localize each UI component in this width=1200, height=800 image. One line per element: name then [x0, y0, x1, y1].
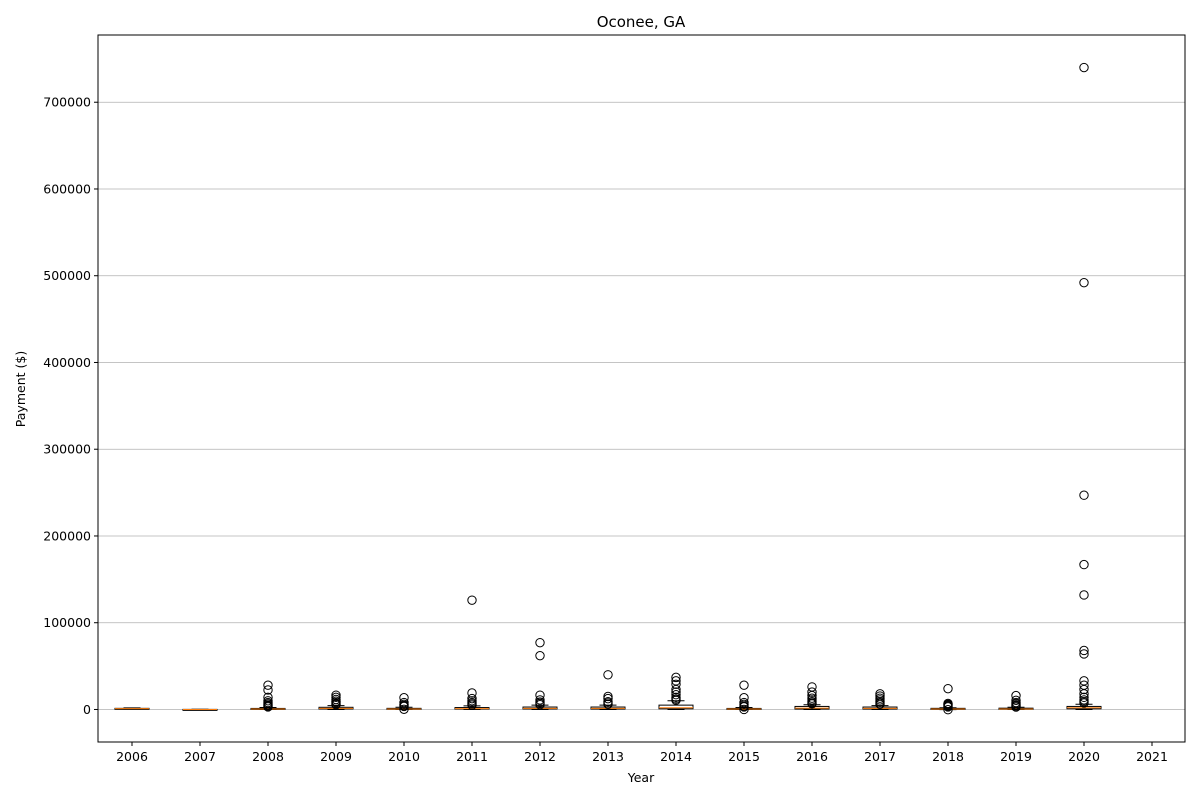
- flier-point: [739, 704, 749, 715]
- flier-point: [1011, 702, 1021, 712]
- flier-point: [331, 692, 341, 703]
- x-tick-label: 2019: [1000, 749, 1032, 764]
- flier-point: [739, 702, 749, 712]
- chart-title: Oconee, GA: [597, 13, 686, 31]
- y-tick-label: 500000: [43, 268, 91, 283]
- flier-point: [1079, 645, 1089, 656]
- y-tick-label: 400000: [43, 355, 91, 370]
- box-2013: [590, 670, 626, 710]
- flier-point: [399, 704, 409, 714]
- flier-point: [535, 650, 545, 661]
- box-iqr: [658, 704, 694, 710]
- y-tick-label: 0: [83, 702, 91, 717]
- x-tick-label: 2014: [660, 749, 692, 764]
- flier-point: [1079, 698, 1089, 708]
- x-tick-label: 2016: [796, 749, 828, 764]
- flier-point: [875, 689, 885, 699]
- box-2009: [318, 690, 354, 710]
- flier-point: [535, 637, 545, 648]
- x-axis-ticks: 2006 2007 2008 2009 2010 2011 2012 2013 2014 2015…: [116, 742, 1168, 764]
- flier-point: [671, 679, 681, 690]
- flier-point: [671, 690, 681, 700]
- box-2011: [454, 595, 490, 710]
- flier-point: [807, 699, 817, 709]
- flier-point: [603, 691, 613, 702]
- box-2007: [182, 708, 218, 711]
- y-grid: [98, 101, 1185, 710]
- flier-point: [1079, 490, 1089, 500]
- box-2017: [862, 689, 898, 710]
- flier-point: [603, 670, 613, 680]
- box-2012: [522, 637, 558, 710]
- x-tick-label: 2007: [184, 749, 216, 764]
- x-tick-label: 2017: [864, 749, 896, 764]
- box-2019: [998, 690, 1034, 712]
- box-2018: [930, 683, 966, 715]
- flier-point: [399, 701, 409, 712]
- flier-point: [1079, 277, 1089, 288]
- flier-point: [943, 705, 953, 715]
- flier-point: [1079, 649, 1089, 659]
- flier-point: [535, 699, 545, 710]
- flier-point: [603, 693, 613, 704]
- flier-point: [1079, 684, 1089, 695]
- flier-point: [875, 699, 885, 709]
- flier-point: [671, 695, 681, 706]
- box-2008: [250, 680, 286, 712]
- y-tick-label: 600000: [43, 181, 91, 196]
- flier-point: [467, 700, 477, 710]
- y-tick-label: 300000: [43, 442, 91, 457]
- x-tick-label: 2012: [524, 749, 556, 764]
- x-tick-label: 2013: [592, 749, 624, 764]
- flier-point: [467, 595, 477, 605]
- box-2010: [386, 693, 422, 714]
- flier-point: [263, 680, 273, 690]
- flier-point: [467, 693, 477, 704]
- x-tick-label: 2020: [1068, 749, 1100, 764]
- flier-point: [1079, 689, 1089, 699]
- flier-point: [943, 683, 953, 694]
- flier-point: [739, 680, 749, 690]
- flier-point: [807, 687, 817, 697]
- y-tick-label: 200000: [43, 528, 91, 543]
- box-2014: [658, 672, 694, 710]
- x-tick-label: 2006: [116, 749, 148, 764]
- x-tick-label: 2021: [1136, 749, 1168, 764]
- flier-point: [1079, 590, 1089, 600]
- flier-point: [671, 684, 681, 695]
- y-tick-label: 100000: [43, 615, 91, 630]
- flier-point: [671, 672, 681, 683]
- flier-point: [331, 699, 341, 710]
- box-2016: [794, 682, 830, 710]
- plot-frame: [97, 34, 1186, 743]
- y-tick-label: 700000: [43, 95, 91, 110]
- y-axis-ticks: 0 100000 200000 300000 400000 500000 600000 700…: [43, 95, 98, 717]
- box-2006: [114, 707, 150, 710]
- box-series: [114, 62, 1102, 715]
- flier-point: [603, 699, 613, 709]
- y-axis-label: Payment ($): [13, 351, 28, 427]
- x-tick-label: 2010: [388, 749, 420, 764]
- box-2020: [1066, 62, 1102, 710]
- flier-point: [1079, 692, 1089, 703]
- flier-point: [1079, 559, 1089, 570]
- x-tick-label: 2009: [320, 749, 352, 764]
- x-tick-label: 2015: [728, 749, 760, 764]
- flier-point: [943, 702, 953, 712]
- box-2015: [726, 680, 762, 715]
- flier-point: [467, 688, 477, 698]
- x-tick-label: 2018: [932, 749, 964, 764]
- x-axis-label: Year: [627, 770, 655, 785]
- x-tick-label: 2008: [252, 749, 284, 764]
- x-tick-label: 2011: [456, 749, 488, 764]
- flier-point: [263, 702, 273, 712]
- flier-point: [1079, 62, 1089, 73]
- flier-point: [535, 695, 545, 705]
- flier-point: [1011, 695, 1021, 706]
- flier-point: [263, 685, 273, 695]
